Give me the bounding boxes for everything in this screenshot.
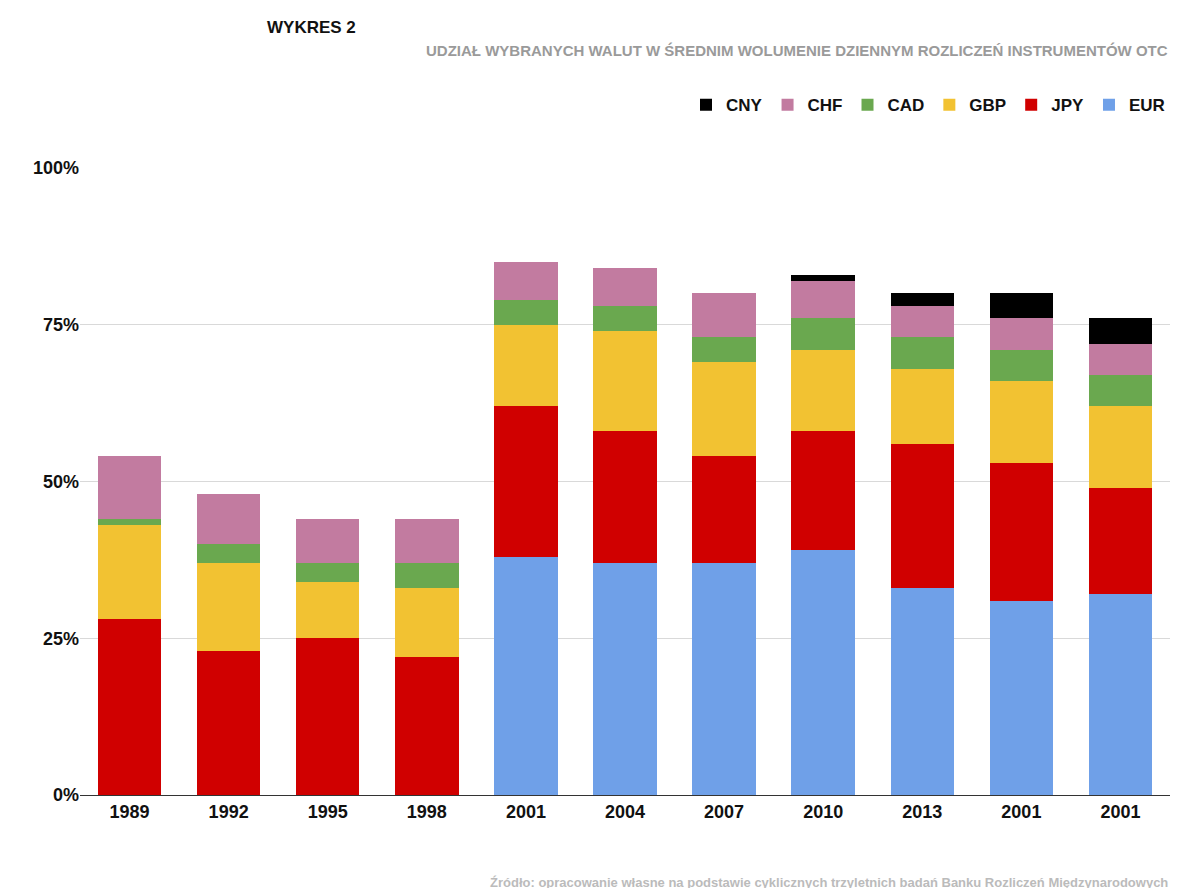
svg-text:2013: 2013: [902, 802, 942, 822]
svg-text:75%: 75%: [43, 315, 79, 335]
svg-text:2007: 2007: [704, 802, 744, 822]
svg-text:1998: 1998: [407, 802, 447, 822]
svg-text:2001: 2001: [506, 802, 546, 822]
svg-text:EUR: EUR: [1129, 96, 1165, 115]
svg-text:1995: 1995: [308, 802, 348, 822]
svg-text:1992: 1992: [209, 802, 249, 822]
svg-text:2001: 2001: [1100, 802, 1140, 822]
svg-text:0%: 0%: [53, 785, 79, 805]
svg-text:CHF: CHF: [808, 96, 843, 115]
svg-text:CAD: CAD: [888, 96, 925, 115]
svg-text:2001: 2001: [1001, 802, 1041, 822]
svg-text:GBP: GBP: [969, 96, 1006, 115]
svg-text:UDZIAŁ WYBRANYCH WALUT W ŚREDN: UDZIAŁ WYBRANYCH WALUT W ŚREDNIM WOLUMEN…: [426, 42, 1168, 59]
svg-text:50%: 50%: [43, 472, 79, 492]
svg-text:2004: 2004: [605, 802, 645, 822]
svg-text:100%: 100%: [33, 158, 79, 178]
svg-text:Źródło: opracowanie własne na: Źródło: opracowanie własne na podstawie …: [490, 875, 1168, 888]
svg-text:1989: 1989: [110, 802, 150, 822]
svg-text:25%: 25%: [43, 629, 79, 649]
svg-text:JPY: JPY: [1051, 96, 1084, 115]
svg-text:2010: 2010: [803, 802, 843, 822]
svg-text:CNY: CNY: [726, 96, 763, 115]
svg-text:WYKRES 2: WYKRES 2: [267, 18, 356, 37]
